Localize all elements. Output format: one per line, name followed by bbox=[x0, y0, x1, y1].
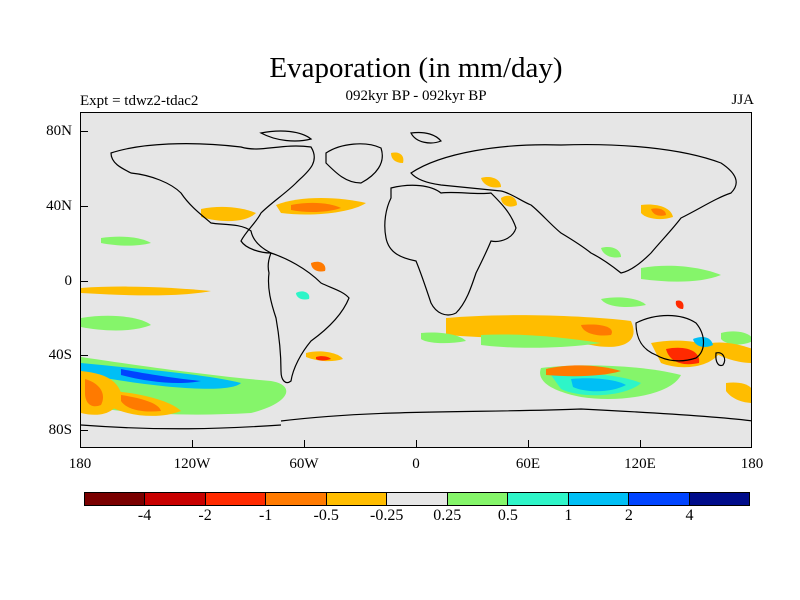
chart-subtitle: 092kyr BP - 092kyr BP bbox=[345, 88, 487, 104]
lat-tick bbox=[80, 355, 88, 356]
colorbar-label: -0.5 bbox=[313, 507, 339, 524]
colorbar-label: -0.25 bbox=[370, 507, 404, 524]
colorbar-label: -1 bbox=[258, 507, 273, 524]
map-canvas bbox=[81, 130, 751, 430]
lon-label-60w: 60W bbox=[289, 456, 319, 472]
lon-tick bbox=[416, 440, 417, 448]
lon-tick bbox=[528, 440, 529, 448]
lat-label-80s: 80S bbox=[48, 422, 72, 438]
experiment-label: Expt = tdwz2-tdac2 bbox=[80, 93, 199, 109]
colorbar-segment bbox=[85, 493, 146, 505]
lat-label-40n: 40N bbox=[46, 198, 72, 214]
lon-label-120w: 120W bbox=[173, 456, 211, 472]
lon-label-0: 0 bbox=[412, 456, 420, 472]
lon-label-120e: 120E bbox=[624, 456, 656, 472]
chart-title: Evaporation (in mm/day) bbox=[269, 52, 563, 84]
lat-label-0: 0 bbox=[64, 273, 73, 289]
colorbar-segment bbox=[326, 493, 388, 505]
colorbar-label: -2 bbox=[198, 507, 212, 524]
colorbar-segment bbox=[508, 493, 569, 505]
colorbar-label: 4 bbox=[685, 507, 694, 524]
lon-tick bbox=[304, 440, 305, 448]
season-label: JJA bbox=[731, 92, 754, 108]
lat-label-40s: 40S bbox=[48, 347, 72, 363]
colorbar-label: 1 bbox=[564, 507, 573, 524]
lon-tick bbox=[640, 440, 641, 448]
lon-label-180e: 180 bbox=[740, 456, 764, 472]
colorbar-label: 2 bbox=[624, 507, 633, 524]
colorbar-label: 0.25 bbox=[433, 507, 462, 524]
lon-label-60e: 60E bbox=[515, 456, 541, 472]
colorbar-segment bbox=[629, 493, 690, 505]
lat-label-80n: 80N bbox=[46, 123, 72, 139]
colorbar-segment bbox=[266, 493, 327, 505]
lon-tick bbox=[192, 440, 193, 448]
lat-tick bbox=[80, 430, 88, 431]
anomaly-fields bbox=[81, 152, 751, 416]
colorbar-segment bbox=[689, 493, 749, 505]
colorbar-segment bbox=[568, 493, 630, 505]
colorbar-label: 0.5 bbox=[497, 507, 518, 524]
colorbar-segment bbox=[447, 493, 509, 505]
lat-tick bbox=[80, 206, 88, 207]
lat-tick bbox=[80, 131, 88, 132]
evaporation-map bbox=[80, 112, 752, 448]
colorbar bbox=[84, 492, 750, 506]
colorbar-label: -4 bbox=[137, 507, 152, 524]
coastlines bbox=[81, 130, 751, 430]
colorbar-segment bbox=[145, 493, 206, 505]
colorbar-segment bbox=[205, 493, 267, 505]
colorbar-segment bbox=[387, 493, 448, 505]
lat-tick bbox=[80, 281, 88, 282]
lon-label-180w: 180 bbox=[68, 456, 92, 472]
